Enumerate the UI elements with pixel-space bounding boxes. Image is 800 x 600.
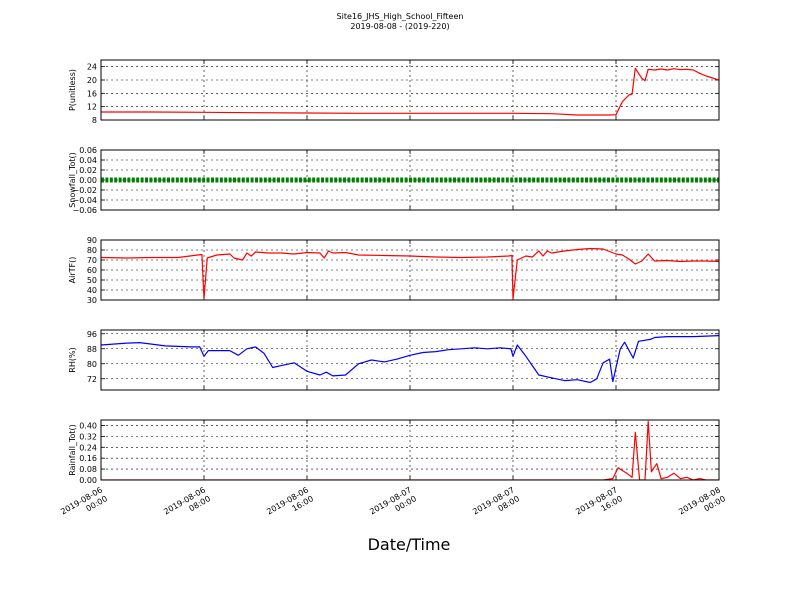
y-tick-label: 12 [87,103,97,112]
y-tick-label: 24 [87,63,97,72]
y-tick-label: 0.00 [79,176,97,185]
y-tick-label: 0.04 [79,156,97,165]
y-tick-label: −0.02 [72,186,97,195]
y-axis-label: Rainfall_Tot() [68,424,77,476]
y-tick-label: 0.02 [79,166,97,175]
y-tick-label: 96 [87,330,97,339]
y-axis-label: AirTF() [68,257,77,284]
chart-subtitle: 2019-08-08 - (2019-220) [350,22,449,31]
panel-frame [100,239,720,301]
y-tick-label: −0.06 [72,206,97,215]
y-tick-label: 16 [87,89,97,98]
y-tick-label: 80 [87,246,97,255]
y-tick-label: 72 [87,375,97,384]
panel-2: −0.06−0.04−0.020.000.020.040.06Snowfall_… [68,146,720,215]
y-axis-label: P(unitless) [68,69,77,111]
panel-frame [100,149,720,211]
y-tick-label: 8 [92,116,97,125]
panel-frame [100,59,720,121]
y-tick-label: 0.40 [79,421,97,430]
y-tick-label: 90 [87,236,97,245]
y-tick-label: 70 [87,256,97,265]
panel-frame [100,329,720,391]
x-axis-label: Date/Time [368,535,451,554]
y-axis-label: Snowfall_Tot() [68,152,77,208]
y-tick-label: 40 [87,286,97,295]
chart-title: Site16_JHS_High_School_Fifteen [337,12,464,21]
series-line [101,335,719,384]
y-tick-label: 0.08 [79,465,97,474]
series-line [101,420,719,480]
y-tick-label: 0.32 [79,432,97,441]
y-tick-label: 60 [87,266,97,275]
panel-1: 8 12 16 20 24 P(unitless) [68,59,720,125]
y-tick-label: 0.16 [79,454,97,463]
y-tick-label: 50 [87,276,97,285]
y-tick-label: 80 [87,360,97,369]
panel-4: 72 80 88 96 RH(%) [68,329,720,391]
series-line [101,67,719,116]
y-tick-label: 0.06 [79,146,97,155]
y-tick-label: 0.24 [79,443,97,452]
y-tick-label: 88 [87,345,97,354]
y-tick-label: −0.04 [72,196,97,205]
panels: 812162024P(unitless)−0.06−0.04−0.020.000… [68,59,720,485]
panel-frame [100,419,720,481]
series-line [101,247,719,300]
y-axis-label: RH(%) [68,347,77,372]
y-tick-label: 0.00 [79,476,97,485]
y-tick-label: 20 [87,76,97,85]
y-tick-label: 30 [87,296,97,305]
